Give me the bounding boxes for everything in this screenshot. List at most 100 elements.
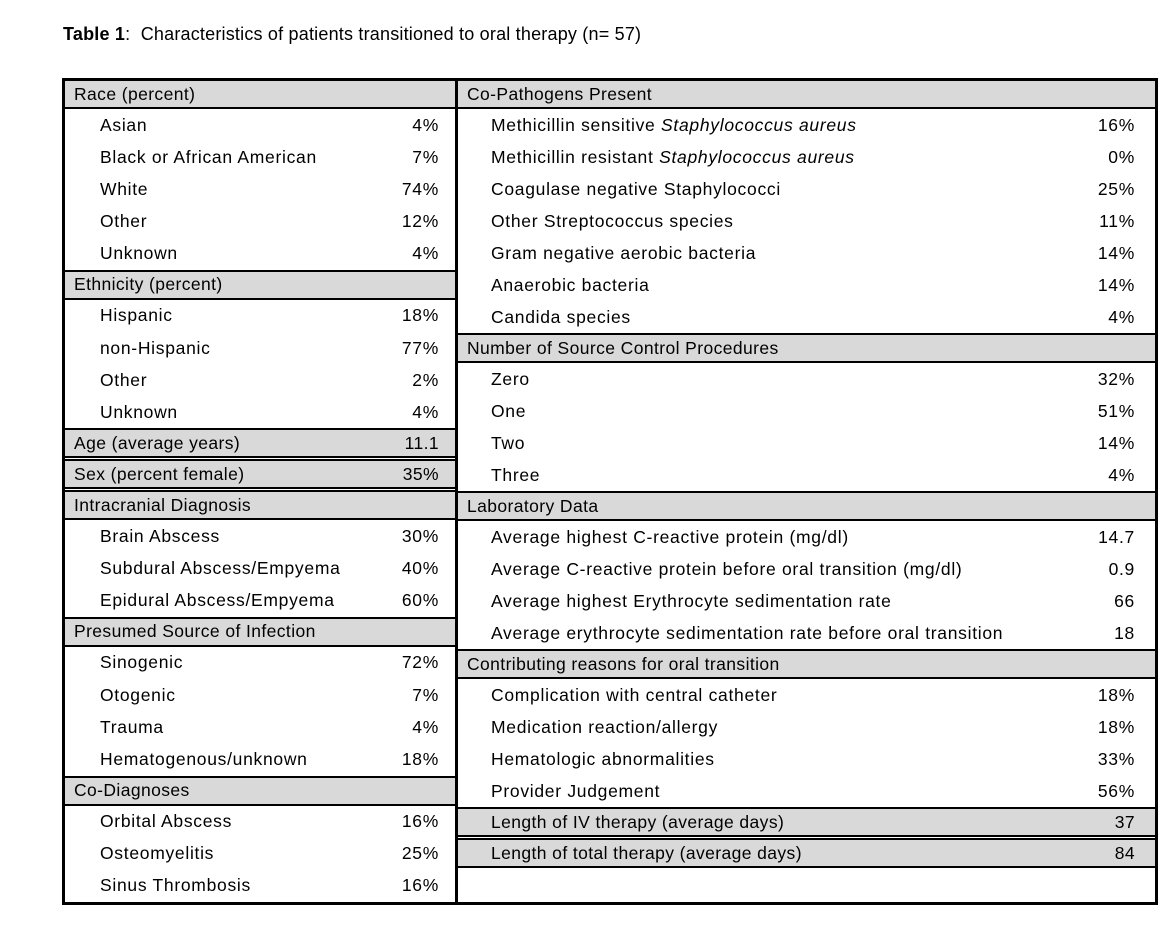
row-label: Average highest Erythrocyte sedimentatio… xyxy=(491,590,892,611)
row-value: 7% xyxy=(412,684,439,705)
row-label: White xyxy=(100,178,149,199)
row-label: Unknown xyxy=(100,243,178,264)
section-header-age: Age (average years) 11.1 xyxy=(65,428,455,459)
row-value: 2% xyxy=(412,369,439,390)
section-header-value: 37 xyxy=(1114,811,1135,832)
row-value: 16% xyxy=(1097,114,1135,135)
row-label: Average erythrocyte sedimentation rate b… xyxy=(491,622,1004,643)
row-value: 77% xyxy=(401,337,439,358)
section-header-laboratory-data: Laboratory Data xyxy=(458,491,1155,521)
row-label: Subdural Abscess/Empyema xyxy=(100,558,341,579)
row-value: 51% xyxy=(1097,400,1135,421)
row-value: 33% xyxy=(1097,748,1135,769)
section-header-label: Length of total therapy (average days) xyxy=(491,842,802,863)
table-1: Race (percent) Asian 4% Black or African … xyxy=(62,78,1158,905)
row-label: Other Streptococcus species xyxy=(491,210,734,231)
row-value: 74% xyxy=(401,178,439,199)
section-header-length-iv-therapy: Length of IV therapy (average days) 37 xyxy=(458,807,1155,837)
row-value: 60% xyxy=(401,590,439,611)
table-row: Anaerobic bacteria 14% xyxy=(458,269,1155,301)
row-label: Epidural Abscess/Empyema xyxy=(100,590,335,611)
row-value: 16% xyxy=(401,875,439,896)
section-header-label: Sex (percent female) xyxy=(74,463,245,484)
table-row: Sinus Thrombosis 16% xyxy=(65,870,455,902)
row-label-text: Methicillin resistant xyxy=(491,146,660,167)
table-left-column: Race (percent) Asian 4% Black or African … xyxy=(65,81,458,902)
row-value: 30% xyxy=(401,525,439,546)
table-row: Asian 4% xyxy=(65,109,455,141)
table-row: Unknown 4% xyxy=(65,396,455,428)
row-label: Coagulase negative Staphylococci xyxy=(491,178,781,199)
row-label: Trauma xyxy=(100,716,164,737)
section-header-source-control: Number of Source Control Procedures xyxy=(458,333,1155,363)
table-row: Coagulase negative Staphylococci 25% xyxy=(458,173,1155,205)
row-label: Sinus Thrombosis xyxy=(100,875,251,896)
row-label: Three xyxy=(491,464,541,485)
table-row: Hispanic 18% xyxy=(65,300,455,332)
row-value: 14.7 xyxy=(1098,526,1135,547)
section-header-value: 84 xyxy=(1114,842,1135,863)
row-label: Provider Judgement xyxy=(491,780,661,801)
row-value: 18 xyxy=(1114,622,1135,643)
row-value: 4% xyxy=(1108,306,1135,327)
row-value: 72% xyxy=(401,652,439,673)
table-row: Other 2% xyxy=(65,364,455,396)
row-value: 4% xyxy=(412,401,439,422)
section-header-co-pathogens: Co-Pathogens Present xyxy=(458,81,1155,109)
row-label: Sinogenic xyxy=(100,652,184,673)
table-row: Complication with central catheter 18% xyxy=(458,679,1155,711)
row-value: 4% xyxy=(1108,464,1135,485)
empty-cell xyxy=(458,868,1155,902)
row-label: Medication reaction/allergy xyxy=(491,716,719,737)
row-label: Methicillin sensitive Staphylococcus aur… xyxy=(491,115,1098,136)
table-row: Methicillin resistant Staphylococcus aur… xyxy=(458,141,1155,173)
table-row: Average erythrocyte sedimentation rate b… xyxy=(458,617,1155,649)
row-value: 18% xyxy=(401,748,439,769)
row-label: non-Hispanic xyxy=(100,337,211,358)
row-value: 0.9 xyxy=(1108,558,1135,579)
section-header-co-diagnoses: Co-Diagnoses xyxy=(65,775,455,806)
table-row: Other 12% xyxy=(65,205,455,237)
table-row: Average C-reactive protein before oral t… xyxy=(458,553,1155,585)
table-row: Brain Abscess 30% xyxy=(65,520,455,552)
section-header-label: Number of Source Control Procedures xyxy=(467,337,779,358)
row-value: 14% xyxy=(1097,274,1135,295)
table-row: Methicillin sensitive Staphylococcus aur… xyxy=(458,109,1155,141)
row-label: Osteomyelitis xyxy=(100,843,215,864)
row-label: Methicillin resistant Staphylococcus aur… xyxy=(491,147,1108,168)
table-row: Two 14% xyxy=(458,427,1155,459)
table-row: Osteomyelitis 25% xyxy=(65,838,455,870)
row-label-italic: Staphylococcus aureus xyxy=(661,114,857,135)
row-label: Otogenic xyxy=(100,684,176,705)
row-value: 7% xyxy=(412,146,439,167)
row-value: 25% xyxy=(401,843,439,864)
section-header-race: Race (percent) xyxy=(65,81,455,109)
row-label: Average highest C-reactive protein (mg/d… xyxy=(491,526,849,547)
table-row: Gram negative aerobic bacteria 14% xyxy=(458,237,1155,269)
table-row: Epidural Abscess/Empyema 60% xyxy=(65,585,455,617)
row-label-italic: Staphylococcus aureus xyxy=(659,146,855,167)
row-value: 40% xyxy=(401,558,439,579)
row-label: Hematogenous/unknown xyxy=(100,748,308,769)
table-row: Otogenic 7% xyxy=(65,679,455,711)
table-title: Table 1: Characteristics of patients tra… xyxy=(63,24,641,45)
table-row: Subdural Abscess/Empyema 40% xyxy=(65,553,455,585)
row-label: Unknown xyxy=(100,401,178,422)
row-value: 16% xyxy=(401,811,439,832)
row-label: Other xyxy=(100,369,148,390)
table-right-column: Co-Pathogens Present Methicillin sensiti… xyxy=(458,81,1155,902)
row-label: Hematologic abnormalities xyxy=(491,748,715,769)
table-row: Trauma 4% xyxy=(65,711,455,743)
table-row: Hematologic abnormalities 33% xyxy=(458,743,1155,775)
row-value: 18% xyxy=(1097,716,1135,737)
table-title-number: Table 1 xyxy=(63,24,126,44)
section-header-label: Presumed Source of Infection xyxy=(74,621,316,642)
row-label: Two xyxy=(491,432,526,453)
table-row: Candida species 4% xyxy=(458,301,1155,333)
row-value: 0% xyxy=(1108,146,1135,167)
table-title-text: : Characteristics of patients transition… xyxy=(125,24,642,44)
row-value: 18% xyxy=(401,305,439,326)
row-value: 4% xyxy=(412,114,439,135)
row-value: 14% xyxy=(1097,432,1135,453)
table-row: Zero 32% xyxy=(458,363,1155,395)
